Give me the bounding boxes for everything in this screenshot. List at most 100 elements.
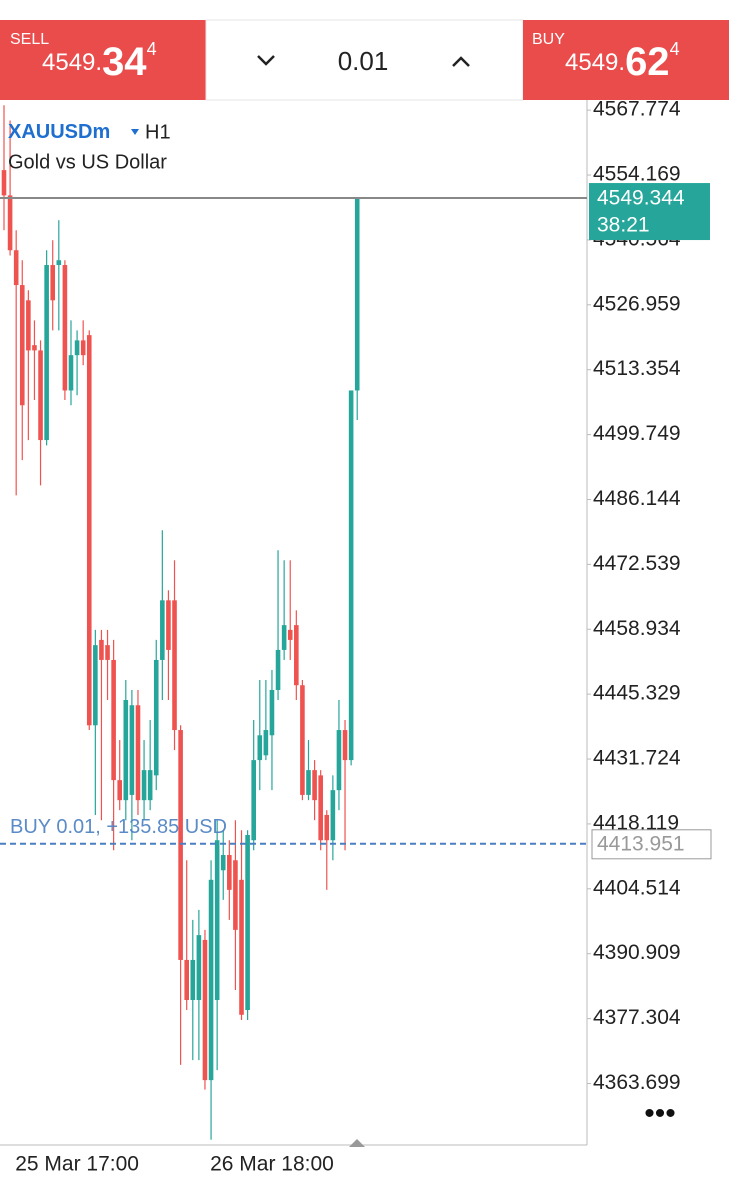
candle-body	[294, 625, 299, 686]
overlay: XAUUSDm H1 Gold vs US Dollar •••	[8, 121, 676, 1147]
candle-body	[44, 265, 49, 441]
y-tick-label: 4526.959	[593, 292, 681, 315]
y-tick-label: 4377.304	[593, 1006, 681, 1029]
volume-box	[205, 19, 524, 101]
sell-button[interactable]	[0, 20, 206, 100]
buy-price-big: 62	[625, 40, 670, 84]
candle-body	[257, 735, 263, 761]
y-tick-label: 4472.539	[593, 552, 681, 575]
candle-body	[190, 959, 196, 1001]
candle-body	[68, 355, 74, 391]
candle-body	[86, 335, 92, 726]
y-tick-label: 4390.909	[593, 941, 681, 964]
sell-label: SELL	[10, 31, 49, 48]
candle-body	[324, 814, 330, 841]
candle-body	[135, 705, 141, 801]
sell-price-sup: 4	[147, 39, 157, 59]
buy-price: 4549.624	[565, 39, 680, 84]
candle-body	[348, 390, 354, 761]
candle-body	[111, 659, 116, 781]
y-tick-label: 4404.514	[593, 876, 681, 899]
timeframe: H1	[145, 121, 171, 143]
y-tick-label: 4445.329	[593, 682, 681, 705]
candle-body	[275, 649, 281, 690]
candle-body	[251, 760, 256, 841]
candle-body	[330, 790, 336, 841]
candle-body	[19, 285, 25, 406]
candle-body	[105, 645, 110, 660]
price-label: 4549.344	[597, 187, 685, 210]
candle-body	[354, 198, 360, 391]
buy-price-main: 4549.	[565, 49, 625, 76]
candle-body	[202, 939, 208, 1081]
candle-body	[184, 959, 189, 1001]
symbol: XAUUSDm	[8, 121, 110, 143]
y-tick-label: 4363.699	[593, 1071, 681, 1094]
candle-body	[342, 730, 348, 761]
candle-body	[318, 775, 323, 841]
candle-body	[32, 345, 37, 351]
plot: 4567.7744554.1694540.5644526.9594513.354…	[0, 98, 712, 1176]
candle-body	[281, 625, 287, 650]
candle-body	[300, 685, 305, 795]
candle-body	[117, 780, 123, 801]
y-tick-label: 4458.934	[593, 617, 681, 640]
candle-body	[172, 600, 177, 731]
candle-body	[227, 855, 232, 890]
candle-body	[245, 834, 250, 1011]
candle-body	[26, 300, 31, 351]
candle-body	[306, 770, 311, 795]
candle-body	[13, 250, 19, 286]
candle-body	[178, 730, 183, 960]
candle-body	[220, 855, 226, 871]
y-tick-label: 4567.774	[593, 98, 681, 121]
position-label: BUY 0.01, +135.85 USD	[10, 816, 227, 838]
candle-body	[38, 350, 43, 441]
y-tick-label: 4486.144	[593, 487, 681, 510]
position-price-box	[591, 829, 712, 860]
candle-body	[239, 879, 244, 1015]
candle-body	[214, 840, 220, 1001]
y-tick-label: 4418.119	[593, 811, 679, 834]
volume-decrease[interactable]	[257, 55, 275, 66]
candle-body	[263, 730, 269, 756]
buy-button[interactable]	[523, 20, 729, 100]
candle-body	[208, 879, 214, 1081]
candle-body	[269, 689, 275, 736]
symbol-dropdown[interactable]	[131, 129, 139, 135]
more-menu[interactable]: •••	[644, 1097, 676, 1130]
volume[interactable]: 0.01	[338, 46, 389, 76]
symbol-description: Gold vs US Dollar	[8, 151, 167, 173]
candle-body	[99, 639, 104, 660]
candle-body	[50, 265, 56, 301]
volume-increase[interactable]	[452, 56, 470, 67]
candle-body	[123, 700, 129, 801]
candle-body	[74, 340, 80, 356]
y-tick-label: 4513.354	[593, 357, 681, 380]
x-tick-label: 25 Mar 17:00	[15, 1153, 139, 1176]
candle-body	[56, 260, 62, 266]
y-tick-label: 4499.749	[593, 422, 681, 445]
candle-body	[7, 195, 13, 251]
position-price: 4413.951	[597, 832, 685, 855]
candle-body	[160, 600, 165, 660]
candle-body	[93, 645, 98, 726]
candle-body	[336, 730, 342, 791]
x-tick-label: 26 Mar 18:00	[210, 1153, 334, 1176]
candle-body	[312, 770, 317, 801]
candle-body	[166, 600, 171, 650]
countdown: 38:21	[597, 214, 650, 237]
y-tick-label: 4431.724	[593, 747, 681, 770]
candle-body	[129, 705, 135, 795]
buy-price-sup: 4	[670, 39, 680, 59]
candle-body	[233, 860, 238, 930]
candle-body	[80, 340, 86, 356]
candle-body	[153, 659, 159, 776]
price-label-box	[589, 183, 710, 241]
candle-body	[62, 265, 68, 391]
sell-price-big: 34	[102, 40, 147, 84]
scroll-marker	[349, 1139, 365, 1147]
y-tick-label: 4554.169	[593, 163, 681, 186]
symbol-header[interactable]: XAUUSDm	[8, 121, 110, 143]
